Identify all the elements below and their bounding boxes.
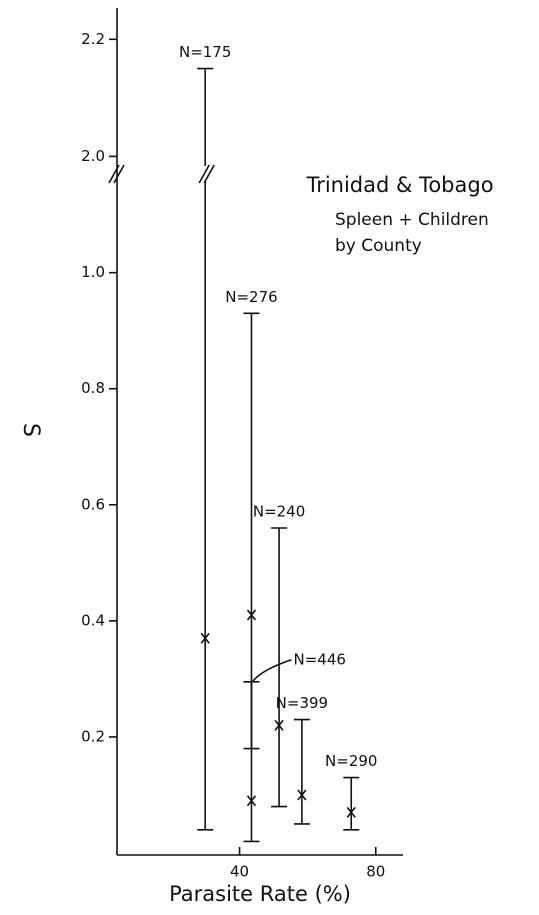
point-label: N=446	[293, 650, 345, 668]
y-tick-label: 2.2	[81, 30, 105, 48]
y-tick-label: 0.4	[81, 611, 105, 629]
mean-marker	[246, 795, 257, 807]
y-axis-label: S	[18, 423, 43, 437]
point-label: N=290	[325, 752, 377, 770]
point-label: N=276	[225, 288, 277, 306]
mean-marker	[346, 806, 356, 818]
point-label: N=240	[253, 503, 305, 521]
axis-break	[108, 164, 120, 184]
y-tick-label: 2.0	[81, 147, 105, 165]
x-tick-label: 40	[230, 863, 249, 881]
axis-break	[203, 164, 215, 184]
mean-marker	[297, 789, 307, 801]
point-label: N=175	[179, 43, 231, 61]
label-arrow	[251, 659, 292, 683]
y-tick-label: 1.0	[81, 263, 105, 281]
y-tick-label: 0.8	[81, 379, 105, 397]
mean-marker	[274, 719, 284, 731]
chart-subtitle: by County	[335, 236, 422, 256]
point-label: N=399	[276, 694, 328, 712]
x-axis-label: Parasite Rate (%)	[169, 882, 351, 906]
y-tick-label: 0.2	[81, 727, 105, 745]
y-tick-label: 0.6	[81, 495, 105, 513]
chart-title: Trinidad & Tobago	[305, 173, 493, 197]
x-tick-label: 80	[366, 863, 385, 881]
axis-break	[198, 164, 210, 184]
mean-marker	[200, 632, 210, 644]
axis-break	[113, 164, 125, 184]
chart-subtitle: Spleen + Children	[335, 210, 489, 230]
mean-marker	[246, 609, 257, 621]
